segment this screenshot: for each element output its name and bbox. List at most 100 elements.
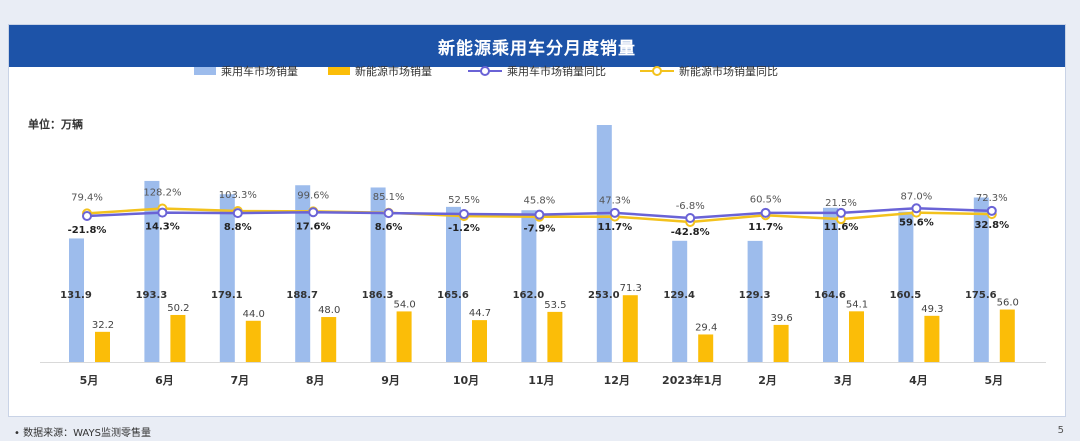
bar-passenger-sales [446, 206, 461, 362]
data-label-passenger-yoy: 59.6% [899, 217, 934, 228]
point-passenger-yoy [836, 207, 846, 218]
data-label-nev-yoy: 72.3% [976, 193, 1008, 204]
data-label-nev-sales: 50.2 [167, 303, 189, 314]
bar-nev-sales [95, 331, 110, 362]
data-label-passenger-yoy: 32.8% [974, 220, 1009, 231]
data-label-passenger-yoy: 11.6% [824, 222, 859, 233]
legend-item-nev-sales: 新能源市场销量 [328, 63, 432, 79]
data-label-nev-yoy: -6.8% [676, 201, 705, 212]
data-label-nev-yoy: 52.5% [448, 195, 480, 206]
bar-passenger-sales [521, 210, 537, 362]
bar-nev-sales [999, 309, 1015, 362]
x-tick-label: 3月 [834, 374, 853, 387]
bar-nev-sales [321, 317, 337, 362]
x-tick-label: 6月 [155, 374, 174, 387]
legend-swatch-nev-yoy [640, 66, 674, 76]
data-label-passenger-sales: 162.0 [513, 290, 545, 301]
point-passenger-yoy [308, 207, 319, 218]
data-label-passenger-yoy: 8.8% [224, 222, 252, 233]
bar-nev-sales [698, 334, 714, 362]
data-label-passenger-sales: 164.6 [814, 290, 846, 301]
legend: 乘用车市场销量 新能源市场销量 乘用车市场销量同比 新能源市场销量同比 [0, 63, 1056, 79]
x-tick-label: 8月 [306, 374, 325, 387]
data-label-passenger-sales: 175.6 [965, 290, 997, 301]
point-passenger-yoy [232, 208, 243, 219]
data-label-passenger-sales: 131.9 [60, 290, 92, 301]
legend-label: 乘用车市场销量同比 [507, 65, 606, 78]
data-label-passenger-yoy: 14.3% [145, 222, 180, 233]
bar-passenger-sales [898, 211, 914, 362]
data-label-nev-yoy: 21.5% [825, 198, 857, 209]
bar-passenger-sales [219, 194, 235, 362]
x-tick-label: 4月 [909, 374, 928, 387]
data-label-passenger-sales: 165.6 [437, 290, 469, 301]
data-label-nev-yoy: 60.5% [750, 194, 782, 205]
data-label-nev-sales: 56.0 [997, 298, 1019, 309]
point-passenger-yoy [82, 211, 92, 222]
point-passenger-yoy [459, 209, 469, 220]
x-tick-label: 10月 [453, 374, 479, 387]
data-label-nev-sales: 53.5 [544, 300, 566, 311]
legend-label: 新能源市场销量同比 [679, 65, 778, 78]
bar-passenger-sales [823, 207, 838, 362]
data-label-nev-yoy: 103.3% [219, 190, 257, 201]
data-label-nev-sales: 71.3 [620, 283, 642, 294]
unit-label: 单位：万辆 [28, 118, 83, 131]
legend-item-passenger-yoy: 乘用车市场销量同比 [468, 63, 606, 79]
bar-nev-sales [396, 311, 412, 362]
data-label-passenger-sales: 160.5 [890, 290, 922, 301]
bar-nev-sales [245, 320, 261, 362]
bar-passenger-sales [144, 180, 160, 362]
x-tick-label: 2月 [758, 374, 777, 387]
title-bar: 新能源乘用车分月度销量 [9, 25, 1065, 67]
page-number: 5 [1057, 425, 1064, 436]
point-passenger-yoy [157, 207, 168, 218]
bar-nev-sales [773, 324, 789, 362]
data-label-nev-sales: 32.2 [92, 320, 114, 331]
x-tick-label: 7月 [230, 374, 249, 387]
data-label-nev-yoy: 85.1% [373, 192, 405, 203]
data-label-nev-yoy: 99.6% [297, 190, 329, 201]
legend-swatch-passenger-sales [194, 67, 216, 75]
bar-nev-sales [170, 314, 186, 362]
data-label-passenger-yoy: 11.7% [597, 222, 632, 233]
legend-item-nev-yoy: 新能源市场销量同比 [640, 63, 778, 79]
bar-passenger-sales [295, 185, 311, 362]
bar-nev-sales [622, 295, 638, 362]
data-label-passenger-yoy: 17.6% [296, 221, 331, 232]
data-label-nev-yoy: 128.2% [143, 188, 181, 199]
bar-passenger-sales [672, 240, 688, 362]
data-label-nev-yoy: 87.0% [901, 192, 933, 203]
bar-passenger-sales [69, 238, 84, 362]
bar-nev-sales [849, 311, 864, 362]
data-label-passenger-yoy: -42.8% [671, 227, 710, 238]
data-label-nev-sales: 54.0 [393, 299, 415, 310]
chart-title: 新能源乘用车分月度销量 [438, 38, 636, 59]
data-label-passenger-sales: 253.0 [588, 290, 620, 301]
bar-nev-sales [547, 311, 563, 362]
bar-nev-sales [472, 320, 487, 362]
data-label-passenger-yoy: 11.7% [748, 222, 783, 233]
data-label-passenger-sales: 186.3 [362, 290, 394, 301]
data-label-nev-sales: 44.7 [469, 308, 491, 319]
data-label-passenger-sales: 193.3 [136, 290, 168, 301]
legend-item-passenger-sales: 乘用车市场销量 [194, 63, 298, 79]
legend-label: 新能源市场销量 [355, 65, 432, 78]
legend-swatch-passenger-yoy [468, 66, 502, 76]
data-label-nev-sales: 39.6 [770, 313, 792, 324]
x-tick-label: 2023年1月 [662, 373, 722, 387]
point-passenger-yoy [986, 205, 997, 216]
point-passenger-yoy [383, 208, 394, 219]
data-label-nev-yoy: 47.3% [599, 196, 631, 207]
data-label-passenger-sales: 188.7 [286, 290, 318, 301]
point-passenger-yoy [911, 203, 922, 214]
x-tick-label: 11月 [528, 374, 554, 387]
x-tick-label: 5月 [80, 374, 99, 387]
point-passenger-yoy [685, 213, 696, 223]
bar-passenger-sales [747, 240, 763, 362]
data-label-passenger-sales: 179.1 [211, 290, 243, 301]
data-label-passenger-yoy: 8.6% [375, 222, 403, 233]
x-tick-label: 12月 [604, 374, 630, 387]
data-label-nev-sales: 49.3 [921, 304, 943, 315]
